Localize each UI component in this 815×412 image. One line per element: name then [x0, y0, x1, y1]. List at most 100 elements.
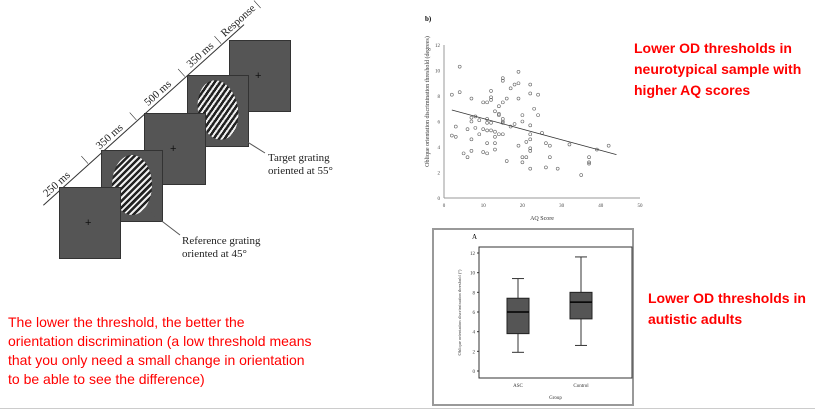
data-point	[548, 143, 552, 148]
data-point	[504, 159, 509, 163]
data-point	[567, 142, 572, 147]
data-point	[516, 143, 521, 148]
data-point	[528, 82, 533, 87]
reference-label: Reference grating oriented at 45°	[182, 235, 260, 261]
data-point	[457, 90, 462, 94]
data-point	[536, 92, 540, 97]
target-label-line: Target grating	[268, 152, 330, 164]
target-label-line: oriented at 55°	[268, 165, 333, 177]
data-point	[497, 132, 501, 137]
data-point	[528, 132, 533, 137]
data-point	[501, 76, 505, 80]
target-label: Target grating oriented at 55°	[268, 152, 333, 178]
fixation-screen: +	[59, 187, 121, 259]
box	[506, 297, 530, 335]
y-tick-label: 2	[473, 350, 476, 355]
data-point	[501, 119, 505, 124]
data-point	[532, 106, 536, 111]
data-point	[469, 96, 474, 101]
data-point	[485, 120, 489, 125]
data-point	[453, 124, 458, 129]
data-point	[473, 126, 478, 130]
scatter-chart: b) 0 10 20 30 40 50 0 2 4 6 8 10 12 AQ Score Oblique or…	[424, 15, 644, 222]
x-tick-label: 40	[598, 204, 604, 209]
data-point	[528, 91, 533, 96]
data-point	[461, 151, 466, 156]
regression-line	[451, 109, 617, 156]
data-point	[512, 122, 517, 126]
data-point	[587, 160, 591, 165]
y-axis-label: Oblique orientation discrimination thres…	[424, 36, 431, 167]
data-point	[528, 123, 533, 128]
x-tick-label: 30	[559, 204, 565, 209]
data-point	[501, 120, 505, 125]
y-axis-label: Oblique orientation discrimination thres…	[457, 269, 462, 356]
x-tick-label: 50	[638, 204, 644, 209]
y-tick-label: 4	[473, 331, 476, 336]
data-point	[477, 132, 482, 137]
boxplot-frame	[432, 228, 634, 406]
data-point	[544, 165, 548, 170]
data-point	[465, 127, 470, 131]
data-point	[485, 100, 489, 105]
data-point	[481, 150, 485, 154]
data-point	[587, 161, 591, 166]
data-point	[508, 86, 513, 91]
divider	[0, 408, 815, 409]
data-point	[555, 166, 560, 171]
y-tick-label: 10	[470, 272, 476, 277]
panel-label: b)	[425, 15, 432, 23]
data-point	[493, 129, 497, 134]
category-label: ASC	[513, 384, 523, 389]
data-point	[469, 119, 474, 124]
panel-label: A	[472, 233, 477, 241]
y-tick-label: 8	[473, 291, 476, 296]
data-point	[516, 69, 521, 74]
data-point	[579, 173, 583, 177]
fixation-cross: +	[170, 143, 177, 155]
category-label: Control	[573, 384, 589, 389]
data-point	[587, 155, 591, 159]
data-point	[544, 141, 548, 145]
data-point	[520, 155, 525, 159]
y-tick-label: 10	[435, 70, 441, 75]
data-point	[504, 96, 509, 101]
data-point	[481, 100, 485, 105]
y-tick-label: 2	[438, 172, 441, 177]
data-point	[520, 119, 525, 124]
data-point	[481, 127, 485, 131]
y-tick-label: 0	[438, 197, 441, 202]
data-point	[485, 141, 489, 145]
data-point	[469, 137, 474, 142]
data-point	[497, 104, 501, 108]
data-point	[493, 109, 497, 114]
x-tick-label: 10	[481, 204, 487, 209]
y-tick-label: 6	[473, 311, 476, 316]
data-point	[606, 143, 611, 148]
y-tick-label: 0	[473, 370, 476, 375]
data-point	[485, 151, 489, 156]
data-point	[469, 115, 474, 120]
y-tick-label: 8	[438, 95, 441, 100]
fixation-cross: +	[85, 217, 92, 229]
box	[569, 291, 593, 320]
data-point	[450, 133, 454, 138]
data-point	[465, 155, 470, 159]
data-point	[477, 118, 482, 123]
data-point	[457, 64, 462, 69]
x-axis-label: AQ Score	[530, 216, 554, 222]
data-point	[501, 132, 505, 137]
data-point	[493, 141, 497, 145]
reference-label-line: Reference grating	[182, 235, 261, 247]
data-point	[516, 96, 521, 101]
data-point	[501, 78, 505, 83]
data-point	[469, 149, 474, 153]
data-point	[489, 98, 493, 102]
y-tick-label: 12	[435, 44, 441, 49]
x-tick-label: 20	[520, 204, 526, 209]
data-point	[524, 155, 529, 159]
data-point	[501, 100, 505, 105]
data-point	[528, 137, 533, 142]
data-point	[493, 135, 497, 139]
box-chart: A 0 2 4 6 8 10 12 ASC Control Group Oblique orienta…	[457, 233, 633, 401]
